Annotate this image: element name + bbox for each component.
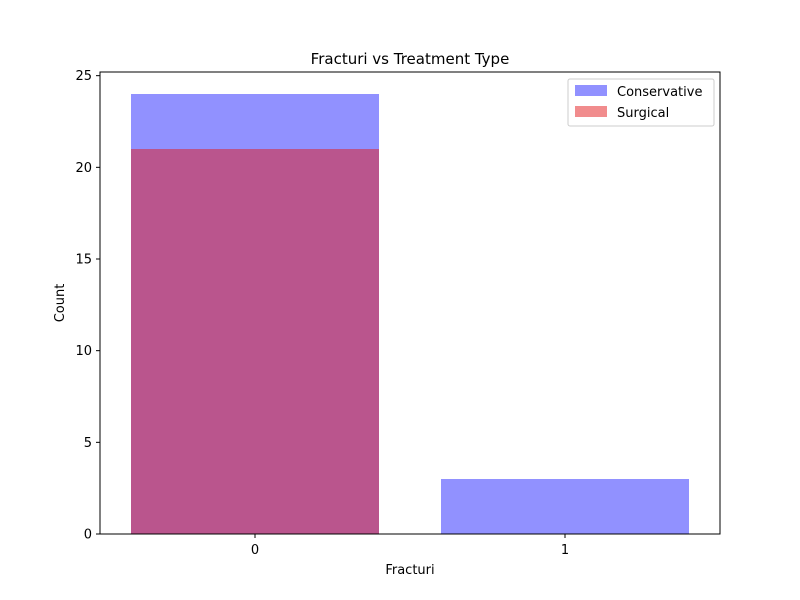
y-tick-label: 0 (84, 528, 92, 543)
y-tick-label: 25 (75, 69, 92, 84)
legend-swatch-conservative (575, 85, 607, 96)
plot-frame (99, 71, 721, 535)
y-tick-label: 20 (75, 161, 92, 176)
legend-label-surgical: Surgical (617, 106, 669, 121)
legend: Conservative Surgical (567, 78, 715, 127)
legend-swatch-surgical (575, 106, 607, 117)
x-tick-label: 1 (561, 543, 569, 558)
legend-label-conservative: Conservative (617, 85, 702, 100)
bars-layer (131, 94, 689, 534)
y-axis-label: Count (53, 284, 68, 323)
y-tick-label: 5 (84, 436, 92, 451)
y-tick-label: 15 (75, 253, 92, 268)
chart-title: Fracturi vs Treatment Type (311, 50, 510, 68)
bar-surgical-0 (131, 149, 379, 534)
x-tick-label: 0 (251, 543, 259, 558)
x-axis-label: Fracturi (385, 563, 434, 578)
bar-conservative-1 (441, 479, 689, 534)
y-axis: 0 5 10 15 20 25 (75, 69, 100, 543)
y-tick-label: 10 (75, 344, 92, 359)
